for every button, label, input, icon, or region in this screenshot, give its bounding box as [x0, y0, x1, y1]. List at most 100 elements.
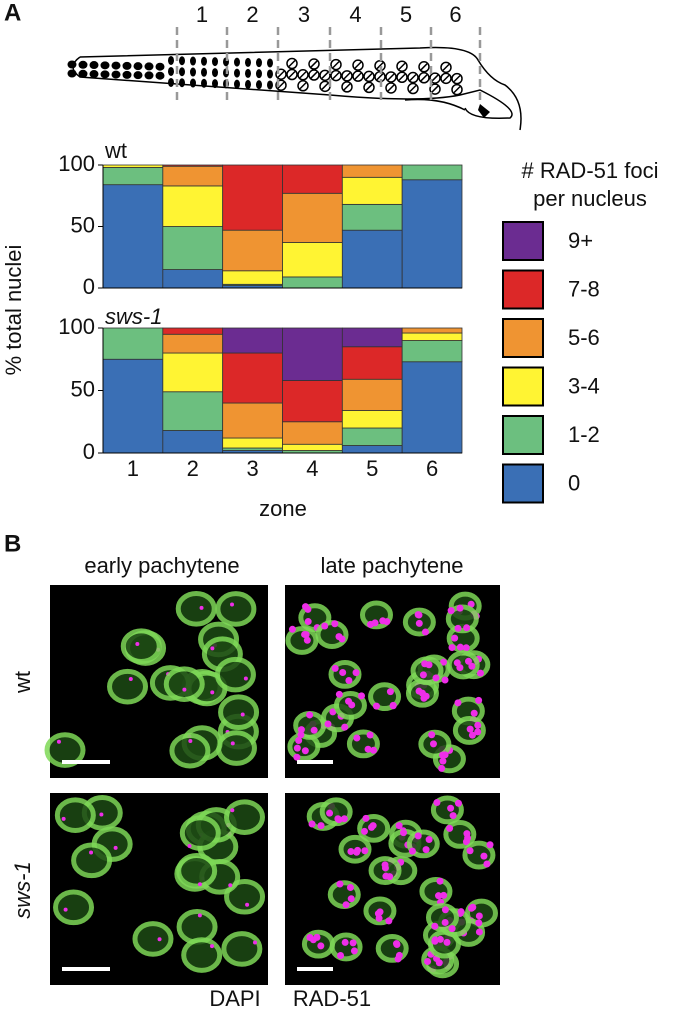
nucleus: [267, 80, 273, 90]
nucleus-line: [288, 70, 296, 79]
nucleus: [44, 732, 86, 768]
focus: [358, 692, 366, 700]
nucleus-line: [288, 59, 296, 68]
focus: [464, 657, 472, 665]
bar-segment: [222, 352, 283, 404]
nucleus: [181, 937, 223, 973]
nucleus: [190, 78, 196, 88]
bar-segment: [341, 203, 403, 231]
scale-bar: [297, 967, 333, 971]
focus: [443, 938, 451, 946]
y-tick-label: 100: [58, 314, 95, 339]
nucleus: [53, 889, 95, 926]
panel-label: B: [4, 530, 21, 557]
focus: [336, 880, 344, 888]
bar-segment: [282, 443, 343, 451]
zone-number: 2: [246, 2, 258, 27]
focus: [422, 692, 430, 700]
bar-segment: [282, 242, 343, 278]
focus: [135, 642, 140, 647]
focus: [341, 938, 349, 946]
bar-segment: [341, 410, 403, 429]
focus: [324, 720, 332, 728]
focus: [331, 664, 339, 672]
nucleus: [176, 909, 218, 945]
focus: [441, 676, 449, 684]
legend-swatch: [502, 318, 544, 358]
zone-number: 6: [449, 2, 461, 27]
nucleus: [218, 694, 260, 731]
legend-swatch: [502, 221, 544, 261]
focus: [447, 607, 455, 615]
nucleus: [78, 60, 88, 69]
focus: [362, 814, 370, 822]
focus: [228, 883, 233, 888]
bar-segment: [222, 437, 283, 449]
focus: [383, 618, 391, 626]
nucleus-line: [321, 82, 329, 90]
focus: [483, 860, 491, 868]
nucleus: [256, 69, 262, 79]
nucleus-line: [398, 73, 406, 81]
focus: [421, 628, 429, 636]
focus: [456, 604, 464, 612]
channel-label: RAD-51: [293, 986, 371, 1011]
legend-label: 0: [568, 470, 580, 495]
focus: [462, 644, 470, 652]
bar-segment: [401, 361, 463, 454]
nucleus: [179, 56, 185, 66]
zone-number: 1: [196, 2, 208, 27]
nucleus: [175, 590, 217, 627]
bar-segment: [341, 445, 403, 454]
nucleus-line: [332, 61, 340, 69]
focus: [476, 669, 484, 677]
focus: [310, 726, 318, 734]
nucleus: [212, 79, 218, 89]
column-label: early pachytene: [84, 553, 239, 578]
bar-segment: [162, 352, 224, 393]
focus: [441, 751, 449, 759]
nucleus-line: [299, 82, 307, 90]
nucleus-line: [453, 75, 461, 83]
focus: [199, 605, 204, 610]
row-label: wt: [10, 671, 35, 694]
nucleus-line: [365, 72, 373, 80]
focus: [295, 736, 303, 744]
focus: [386, 873, 394, 881]
row-label: sws-1: [10, 861, 35, 918]
focus: [157, 937, 162, 942]
focus: [439, 757, 447, 765]
focus: [480, 852, 488, 860]
focus: [400, 829, 408, 837]
focus: [188, 739, 193, 744]
focus: [317, 942, 325, 950]
nucleus: [245, 79, 251, 89]
nucleus: [245, 57, 251, 67]
bar-segment: [222, 327, 283, 354]
focus: [63, 907, 68, 912]
focus: [375, 914, 383, 922]
focus: [352, 669, 360, 677]
x-tick-label: 5: [366, 456, 378, 481]
nucleus: [132, 921, 174, 957]
focus: [56, 739, 61, 744]
focus: [240, 712, 245, 717]
nucleus: [163, 666, 205, 702]
nucleus: [71, 842, 113, 879]
nucleus-line: [409, 73, 417, 82]
focus: [440, 891, 448, 899]
bar-segment: [341, 346, 403, 380]
nucleus: [54, 797, 96, 833]
focus: [113, 845, 118, 850]
focus: [470, 709, 478, 717]
focus: [448, 925, 456, 933]
legend-swatch: [502, 463, 544, 504]
x-tick-label: 3: [246, 456, 258, 481]
focus: [297, 726, 305, 734]
legend-label: 5-6: [568, 325, 600, 350]
focus: [302, 631, 310, 639]
bar-segment: [162, 226, 224, 270]
nucleus-line: [343, 83, 351, 91]
nucleus: [179, 78, 185, 88]
focus: [468, 662, 476, 670]
